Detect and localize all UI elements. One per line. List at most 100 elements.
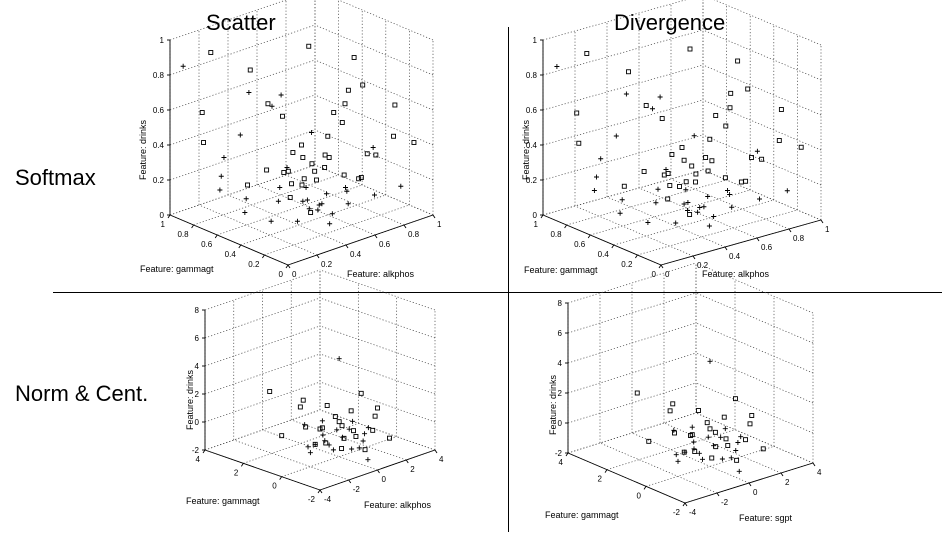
wall-grid-line bbox=[204, 409, 321, 451]
wall-grid-line bbox=[695, 292, 814, 344]
z-axis-label: Feature: drinks bbox=[138, 119, 148, 180]
data-point-plus bbox=[221, 155, 227, 160]
x-tick-mark bbox=[748, 482, 752, 487]
data-point-square bbox=[687, 212, 693, 217]
column-title-divergence: Divergence bbox=[614, 10, 726, 35]
y-tick-mark bbox=[540, 214, 544, 219]
data-point-square bbox=[745, 86, 751, 92]
data-point-plus bbox=[663, 167, 669, 172]
wall-grid-line bbox=[567, 262, 697, 304]
data-point-plus bbox=[725, 188, 730, 193]
data-point-square bbox=[351, 428, 356, 434]
data-point-plus bbox=[711, 443, 717, 449]
floor-grid-line bbox=[599, 442, 718, 494]
floor-grid-line bbox=[281, 436, 397, 477]
y-tick-mark bbox=[240, 463, 244, 467]
data-point-plus bbox=[350, 418, 356, 424]
x-tick-label: -2 bbox=[353, 485, 361, 494]
x-tick-mark bbox=[403, 224, 407, 229]
data-point-square bbox=[703, 155, 709, 160]
data-point-plus bbox=[294, 218, 300, 224]
x-tick-label: 0.8 bbox=[793, 234, 805, 243]
data-point-plus bbox=[327, 221, 333, 227]
data-point-square bbox=[712, 429, 718, 435]
floor-grid-line bbox=[285, 174, 405, 226]
wall-grid-line bbox=[702, 134, 822, 186]
data-point-plus bbox=[344, 188, 350, 194]
data-point-square bbox=[373, 152, 379, 158]
floor-grid-line bbox=[566, 179, 727, 226]
z-tick-label: 1 bbox=[533, 36, 538, 45]
x-tick-mark bbox=[434, 449, 438, 454]
data-point-plus bbox=[360, 438, 366, 444]
data-point-square bbox=[326, 155, 332, 160]
floor-grid-line bbox=[243, 423, 359, 464]
x-axis-line bbox=[660, 219, 822, 266]
x-tick-mark bbox=[756, 237, 760, 242]
data-point-plus bbox=[323, 191, 329, 197]
floor-grid-line bbox=[663, 422, 782, 474]
data-point-plus bbox=[330, 447, 336, 453]
data-point-square bbox=[364, 151, 370, 157]
y-tick-label: -2 bbox=[673, 508, 681, 517]
vertical-divider bbox=[508, 27, 509, 532]
z-tick-label: 8 bbox=[558, 299, 563, 308]
wall-grid-line bbox=[695, 352, 814, 404]
data-point-plus bbox=[735, 440, 741, 445]
floor-grid-line bbox=[637, 209, 798, 256]
data-point-plus bbox=[398, 183, 404, 189]
data-point-plus bbox=[613, 133, 619, 139]
data-point-plus bbox=[691, 133, 697, 139]
wall-grid-line bbox=[702, 99, 822, 151]
data-point-square bbox=[665, 196, 671, 202]
data-point-square bbox=[391, 133, 396, 139]
data-point-plus bbox=[645, 220, 651, 225]
z-tick-label: 0.4 bbox=[153, 141, 165, 150]
data-point-square bbox=[733, 396, 738, 402]
data-point-plus bbox=[322, 438, 328, 444]
wall-grid-line bbox=[319, 269, 436, 311]
data-point-square bbox=[749, 413, 755, 418]
wall-grid-line bbox=[204, 353, 321, 395]
data-point-square bbox=[341, 435, 347, 441]
data-point-plus bbox=[319, 201, 325, 207]
data-point-square bbox=[634, 390, 640, 396]
x-axis-label: Feature: alkphos bbox=[347, 269, 415, 279]
z-tick-label: 1 bbox=[160, 36, 165, 45]
y-tick-mark bbox=[682, 502, 686, 507]
wall-grid-line bbox=[695, 262, 814, 314]
y-tick-mark bbox=[191, 224, 194, 229]
data-point-square bbox=[322, 152, 328, 158]
z-tick-label: -2 bbox=[555, 449, 563, 458]
x-tick-mark bbox=[405, 459, 409, 464]
data-point-square bbox=[300, 397, 306, 403]
data-point-square bbox=[358, 390, 364, 396]
y-axis-label: Feature: gammagt bbox=[524, 265, 598, 275]
wall-grid-line bbox=[204, 297, 321, 339]
data-point-square bbox=[659, 116, 665, 121]
x-axis-label: Feature: alkphos bbox=[364, 500, 432, 510]
data-point-plus bbox=[619, 197, 625, 203]
data-point-square bbox=[345, 87, 351, 93]
y-tick-mark bbox=[587, 234, 591, 239]
y-tick-label: 0.2 bbox=[248, 260, 260, 269]
wall-grid-line bbox=[542, 99, 704, 146]
data-point-square bbox=[798, 144, 804, 150]
data-point-square bbox=[693, 171, 699, 177]
x-tick-label: 0.2 bbox=[321, 260, 333, 269]
data-point-plus bbox=[349, 446, 355, 452]
data-point-plus bbox=[308, 130, 314, 135]
data-point-square bbox=[681, 157, 687, 163]
data-point-square bbox=[646, 438, 652, 444]
data-point-square bbox=[776, 138, 782, 143]
z-tick-label: 0 bbox=[195, 418, 200, 427]
data-point-square bbox=[317, 426, 323, 432]
data-point-plus bbox=[269, 103, 275, 109]
x-tick-label: 0.2 bbox=[697, 261, 709, 270]
x-tick-label: -2 bbox=[721, 498, 729, 507]
z-tick-label: 6 bbox=[558, 329, 563, 338]
data-point-square bbox=[688, 433, 693, 438]
data-point-square bbox=[707, 426, 713, 432]
data-point-plus bbox=[268, 218, 274, 224]
floor-grid-line bbox=[198, 204, 318, 256]
